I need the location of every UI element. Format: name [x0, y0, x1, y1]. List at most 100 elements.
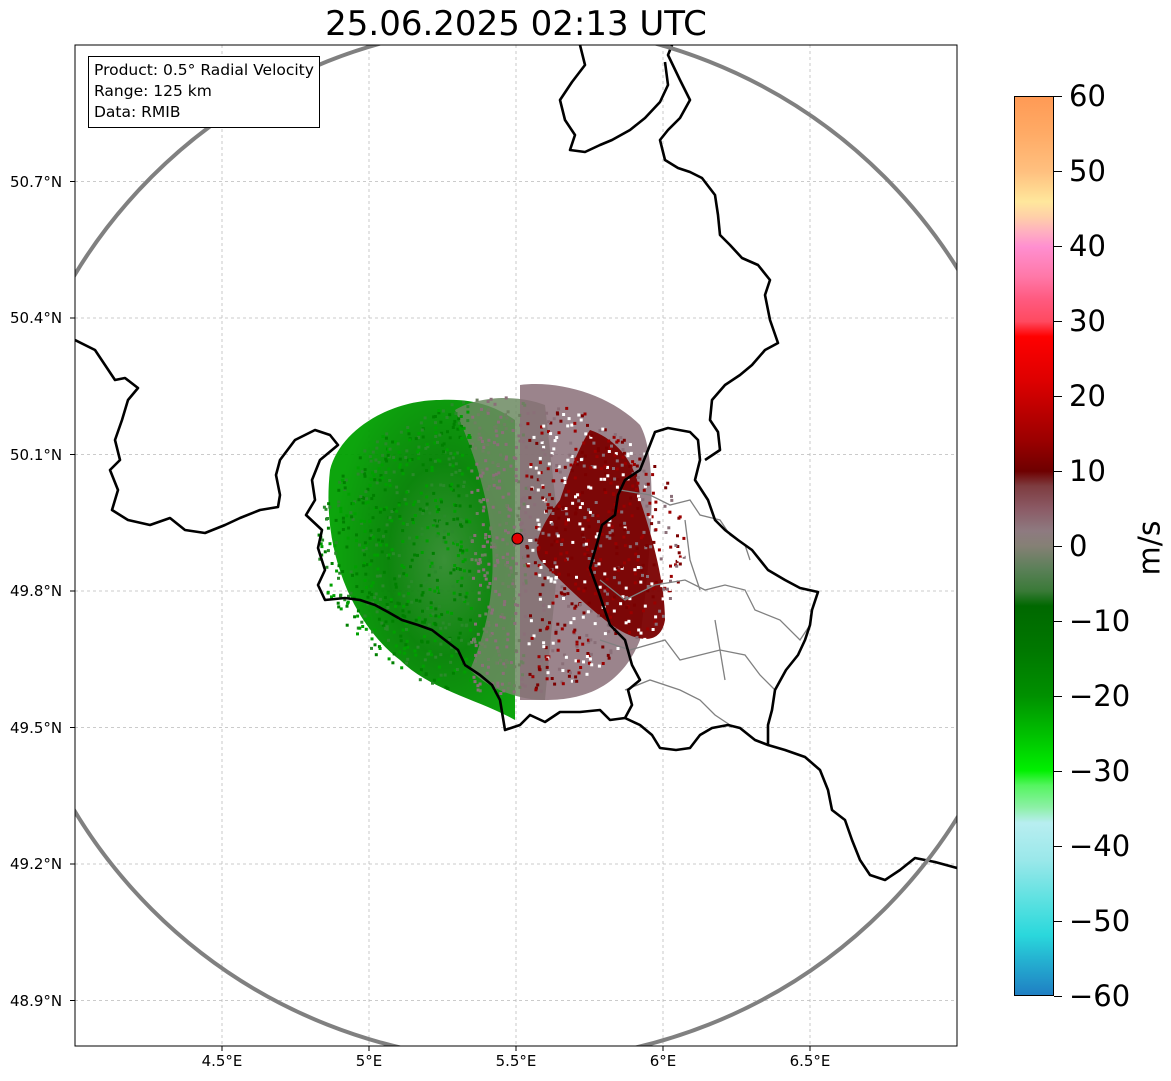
echo-pixel	[611, 597, 615, 601]
echo-pixel	[515, 479, 518, 483]
echo-pixel	[431, 600, 435, 603]
echo-pixel	[536, 547, 540, 551]
echo-pixel	[635, 464, 639, 468]
echo-pixel	[449, 660, 453, 664]
echo-pixel	[410, 558, 414, 562]
echo-pixel	[426, 445, 430, 449]
echo-pixel	[589, 486, 593, 490]
echo-pixel	[599, 544, 603, 548]
echo-pixel	[648, 515, 652, 519]
echo-pixel	[545, 411, 549, 415]
echo-pixel	[503, 423, 507, 426]
echo-pixel	[401, 614, 405, 618]
echo-pixel	[477, 432, 481, 436]
echo-pixel	[420, 640, 424, 644]
echo-pixel	[648, 501, 652, 505]
echo-pixel	[584, 432, 588, 436]
echo-pixel	[628, 597, 632, 601]
echo-pixel	[527, 485, 531, 489]
echo-pixel	[397, 450, 401, 454]
echo-pixel	[564, 520, 568, 523]
echo-pixel	[524, 445, 528, 449]
echo-pixel	[344, 478, 348, 482]
echo-pixel	[351, 502, 355, 506]
echo-pixel	[538, 628, 542, 632]
echo-pixel	[495, 623, 498, 627]
echo-pixel	[462, 426, 466, 430]
echo-pixel	[382, 534, 385, 538]
echo-pixel	[547, 506, 550, 510]
echo-pixel	[474, 552, 478, 556]
echo-pixel	[528, 438, 532, 442]
echo-pixel	[442, 442, 446, 446]
echo-pixel	[513, 622, 517, 625]
echo-pixel	[459, 518, 463, 522]
echo-pixel	[521, 402, 525, 405]
echo-pixel	[482, 446, 486, 449]
echo-pixel	[574, 604, 578, 608]
echo-pixel	[628, 545, 632, 549]
echo-pixel	[625, 606, 629, 609]
echo-pixel	[497, 593, 501, 597]
echo-pixel	[446, 547, 450, 551]
echo-pixel	[663, 504, 667, 508]
echo-pixel	[375, 574, 379, 578]
echo-pixel	[605, 577, 609, 581]
echo-pixel	[449, 487, 453, 491]
echo-pixel	[621, 473, 625, 477]
echo-pixel	[407, 592, 410, 596]
echo-pixel	[448, 463, 452, 467]
echo-pixel	[541, 496, 545, 500]
echo-pixel	[420, 532, 424, 536]
echo-pixel	[675, 559, 679, 563]
echo-pixel	[492, 441, 496, 445]
echo-pixel	[520, 499, 523, 503]
echo-pixel	[436, 458, 440, 462]
echo-pixel	[549, 506, 553, 510]
echo-pixel	[460, 472, 464, 476]
echo-pixel	[629, 611, 633, 615]
echo-pixel	[646, 513, 650, 516]
echo-pixel	[471, 442, 474, 446]
echo-pixel	[417, 499, 421, 503]
echo-pixel	[474, 558, 478, 562]
echo-pixel	[501, 431, 505, 435]
echo-pixel	[458, 435, 462, 439]
echo-pixel	[394, 582, 398, 586]
echo-pixel	[526, 554, 530, 558]
echo-pixel	[505, 645, 509, 649]
echo-pixel	[632, 463, 636, 466]
echo-pixel	[406, 599, 410, 603]
echo-pixel	[499, 615, 503, 619]
echo-pixel	[544, 646, 548, 650]
echo-pixel	[496, 681, 500, 685]
echo-pixel	[425, 469, 429, 472]
echo-pixel	[456, 554, 460, 558]
echo-pixel	[583, 580, 587, 584]
echo-pixel	[482, 627, 486, 631]
echo-pixel	[443, 529, 447, 533]
echo-pixel	[478, 614, 482, 618]
echo-pixel	[532, 634, 536, 638]
echo-pixel	[517, 434, 521, 438]
echo-pixel	[454, 412, 458, 415]
echo-pixel	[480, 407, 483, 411]
echo-pixel	[551, 512, 555, 515]
echo-pixel	[435, 524, 439, 528]
echo-pixel	[519, 423, 523, 427]
echo-pixel	[581, 642, 585, 646]
echo-pixel	[597, 562, 601, 566]
echo-pixel	[570, 469, 574, 473]
echo-pixel	[543, 453, 547, 457]
echo-pixel	[394, 440, 398, 444]
echo-pixel	[471, 415, 475, 419]
echo-pixel	[483, 553, 487, 557]
echo-pixel	[509, 570, 513, 574]
echo-pixel	[361, 501, 365, 505]
echo-pixel	[555, 532, 559, 536]
echo-pixel	[598, 585, 602, 589]
echo-pixel	[463, 558, 467, 562]
echo-pixel	[499, 415, 503, 419]
echo-pixel	[657, 548, 661, 552]
